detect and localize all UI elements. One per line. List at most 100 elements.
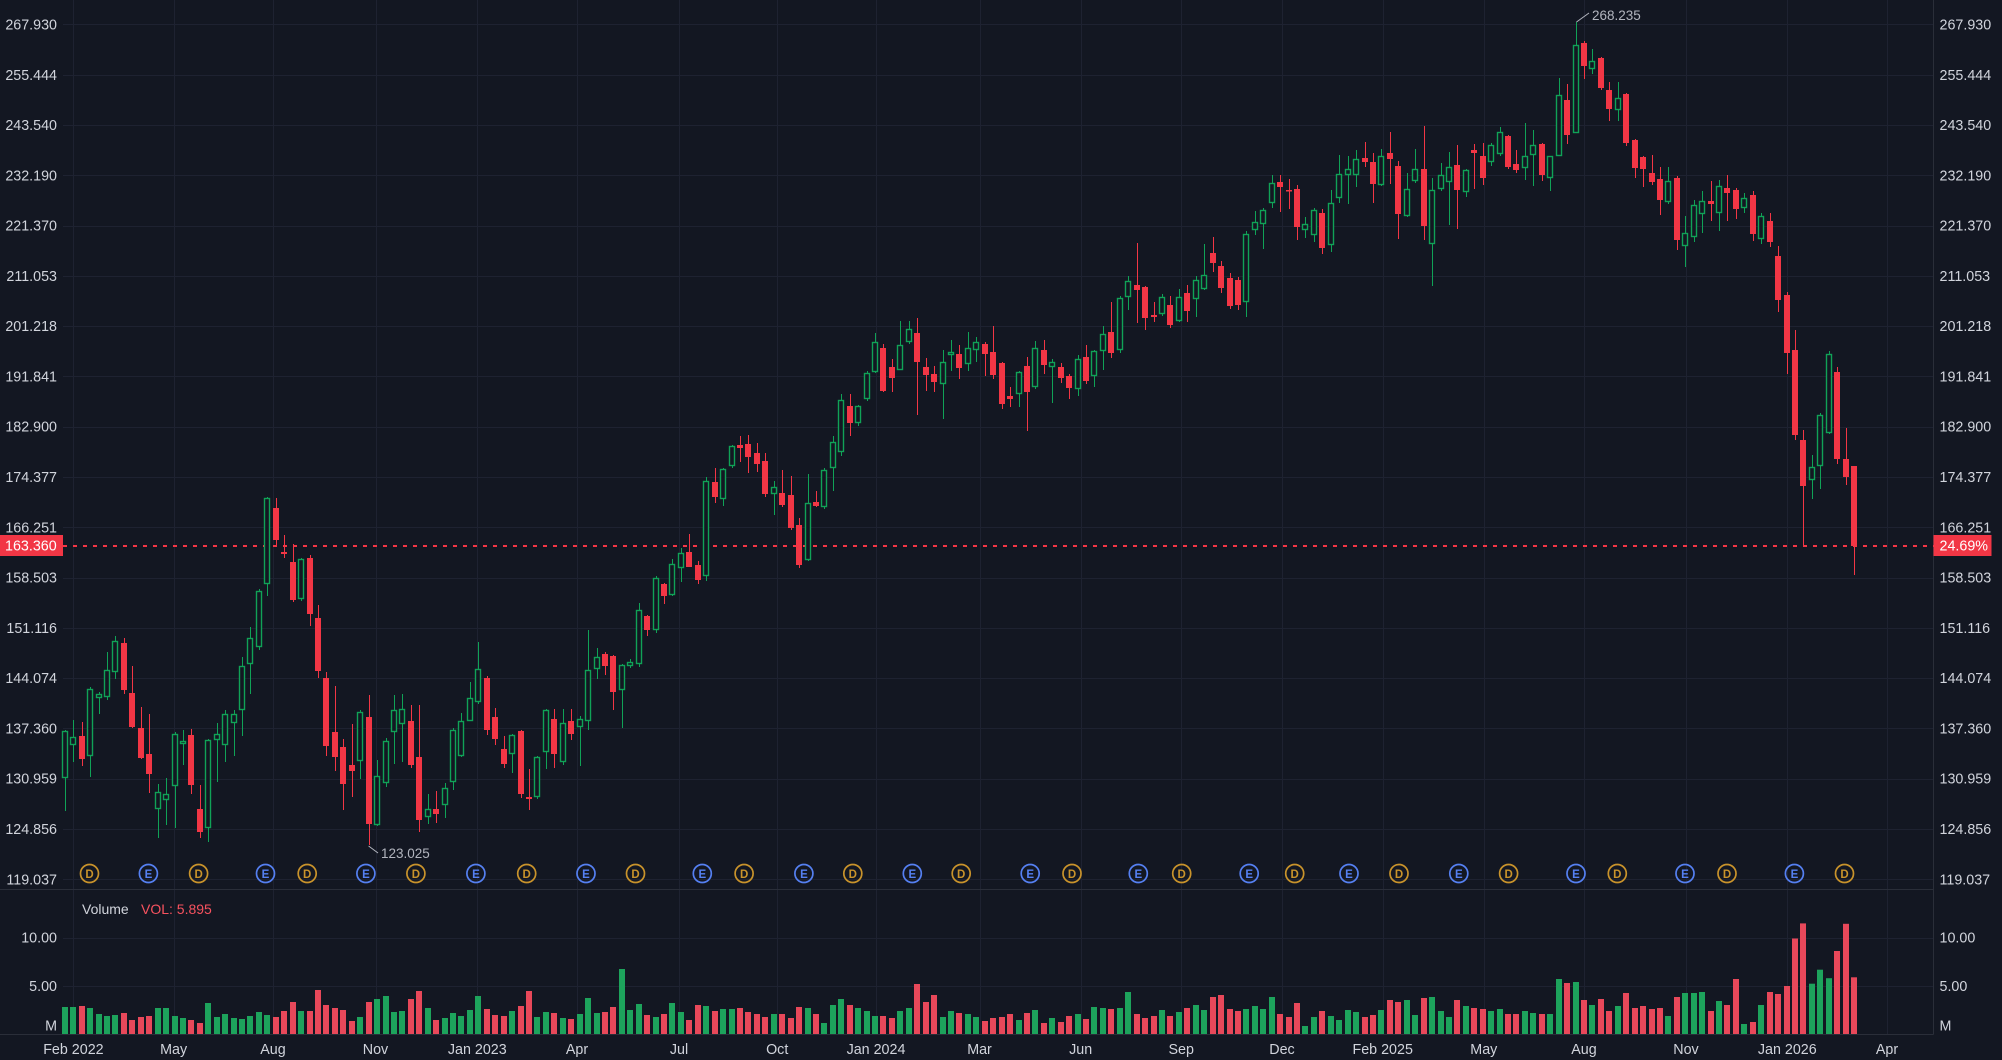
svg-text:D: D: [631, 869, 639, 881]
svg-text:255.444: 255.444: [1940, 68, 1992, 84]
svg-text:221.370: 221.370: [1940, 219, 1992, 235]
svg-text:Sep: Sep: [1168, 1042, 1193, 1058]
svg-text:D: D: [412, 869, 420, 881]
svg-text:D: D: [1291, 869, 1299, 881]
svg-text:E: E: [362, 869, 370, 881]
svg-text:E: E: [1026, 869, 1034, 881]
svg-text:267.930: 267.930: [1940, 18, 1992, 34]
svg-text:Jan 2026: Jan 2026: [1758, 1042, 1817, 1058]
svg-text:243.540: 243.540: [1940, 118, 1992, 134]
svg-text:Dec: Dec: [1269, 1042, 1294, 1058]
svg-text:VOL: 5.895: VOL: 5.895: [141, 901, 212, 917]
svg-text:D: D: [523, 869, 531, 881]
svg-text:268.235: 268.235: [1592, 8, 1641, 23]
svg-text:D: D: [194, 869, 202, 881]
svg-text:10.00: 10.00: [21, 931, 57, 947]
svg-text:182.900: 182.900: [5, 420, 57, 436]
svg-text:D: D: [1178, 869, 1186, 881]
svg-text:137.360: 137.360: [1940, 721, 1992, 737]
svg-text:E: E: [698, 869, 706, 881]
svg-text:E: E: [1681, 869, 1689, 881]
svg-text:211.053: 211.053: [1940, 269, 1991, 285]
svg-text:Mar: Mar: [967, 1042, 992, 1058]
svg-text:Volume: Volume: [82, 901, 129, 917]
svg-text:E: E: [145, 869, 153, 881]
svg-text:182.900: 182.900: [1940, 420, 1992, 436]
svg-text:E: E: [1791, 869, 1799, 881]
svg-text:Apr: Apr: [1876, 1042, 1898, 1058]
svg-text:163.360: 163.360: [5, 539, 57, 555]
svg-text:158.503: 158.503: [1940, 571, 1992, 587]
svg-text:166.251: 166.251: [1940, 520, 1992, 536]
svg-text:D: D: [740, 869, 748, 881]
svg-text:151.116: 151.116: [1940, 621, 1991, 637]
svg-text:E: E: [1572, 869, 1580, 881]
svg-text:D: D: [957, 869, 965, 881]
svg-text:119.037: 119.037: [6, 872, 57, 888]
svg-text:5.00: 5.00: [1940, 979, 1968, 995]
svg-text:123.025: 123.025: [381, 846, 430, 861]
svg-text:24.69%: 24.69%: [1940, 539, 1989, 555]
svg-text:5.00: 5.00: [29, 979, 57, 995]
svg-text:201.218: 201.218: [1940, 319, 1992, 335]
svg-text:267.930: 267.930: [5, 18, 57, 34]
svg-text:D: D: [1840, 869, 1848, 881]
svg-text:Nov: Nov: [1673, 1042, 1699, 1058]
svg-text:E: E: [908, 869, 916, 881]
svg-text:E: E: [1455, 869, 1463, 881]
svg-text:130.959: 130.959: [5, 772, 57, 788]
svg-text:232.190: 232.190: [5, 168, 57, 184]
svg-text:137.360: 137.360: [5, 721, 57, 737]
svg-text:211.053: 211.053: [6, 269, 57, 285]
svg-text:119.037: 119.037: [1940, 872, 1991, 888]
svg-text:166.251: 166.251: [5, 520, 57, 536]
svg-text:May: May: [160, 1042, 188, 1058]
svg-text:191.841: 191.841: [5, 370, 57, 386]
svg-text:Nov: Nov: [363, 1042, 389, 1058]
svg-text:124.856: 124.856: [5, 822, 57, 838]
svg-text:E: E: [582, 869, 590, 881]
svg-text:Apr: Apr: [566, 1042, 588, 1058]
svg-text:May: May: [1470, 1042, 1498, 1058]
svg-text:Jan 2024: Jan 2024: [847, 1042, 906, 1058]
svg-text:E: E: [1245, 869, 1253, 881]
svg-text:M: M: [1940, 1019, 1952, 1035]
svg-text:E: E: [800, 869, 808, 881]
svg-text:Feb 2022: Feb 2022: [43, 1042, 103, 1058]
svg-text:174.377: 174.377: [5, 470, 57, 486]
svg-text:D: D: [1723, 869, 1731, 881]
svg-text:Aug: Aug: [1571, 1042, 1596, 1058]
svg-text:D: D: [1504, 869, 1512, 881]
svg-text:Jul: Jul: [670, 1042, 688, 1058]
svg-text:Jun: Jun: [1069, 1042, 1092, 1058]
svg-text:144.074: 144.074: [1940, 671, 1992, 687]
svg-text:174.377: 174.377: [1940, 470, 1992, 486]
svg-text:E: E: [262, 869, 270, 881]
svg-text:D: D: [849, 869, 857, 881]
svg-text:124.856: 124.856: [1940, 822, 1992, 838]
svg-text:Aug: Aug: [260, 1042, 285, 1058]
svg-text:E: E: [472, 869, 480, 881]
svg-text:191.841: 191.841: [1940, 370, 1992, 386]
svg-text:D: D: [1068, 869, 1076, 881]
svg-text:151.116: 151.116: [6, 621, 57, 637]
svg-text:130.959: 130.959: [1940, 772, 1992, 788]
svg-text:Jan 2023: Jan 2023: [448, 1042, 507, 1058]
svg-text:201.218: 201.218: [5, 319, 57, 335]
svg-text:144.074: 144.074: [5, 671, 57, 687]
svg-text:D: D: [85, 869, 93, 881]
svg-text:Oct: Oct: [766, 1042, 788, 1058]
svg-text:M: M: [45, 1019, 57, 1035]
svg-text:Feb 2025: Feb 2025: [1352, 1042, 1412, 1058]
svg-text:E: E: [1345, 869, 1353, 881]
svg-text:221.370: 221.370: [5, 219, 57, 235]
svg-text:243.540: 243.540: [5, 118, 57, 134]
svg-text:D: D: [1395, 869, 1403, 881]
svg-text:E: E: [1134, 869, 1142, 881]
svg-text:D: D: [1613, 869, 1621, 881]
svg-text:10.00: 10.00: [1940, 931, 1976, 947]
svg-text:232.190: 232.190: [1940, 168, 1992, 184]
svg-text:D: D: [303, 869, 311, 881]
svg-text:255.444: 255.444: [5, 68, 57, 84]
svg-text:158.503: 158.503: [5, 571, 57, 587]
